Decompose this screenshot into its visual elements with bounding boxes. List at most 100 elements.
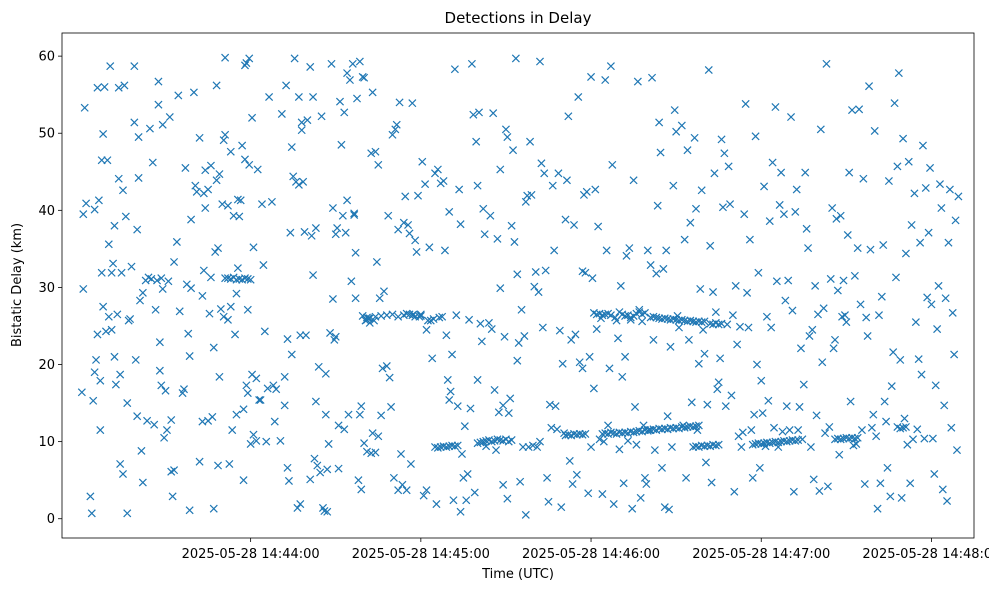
- data-point: [435, 313, 444, 322]
- data-point: [886, 492, 895, 501]
- data-point: [840, 311, 849, 320]
- data-point: [97, 268, 106, 277]
- data-point: [262, 437, 271, 446]
- data-point: [801, 168, 810, 177]
- data-point: [677, 422, 686, 432]
- data-point: [640, 308, 649, 317]
- data-point: [825, 422, 834, 432]
- data-point: [622, 251, 631, 260]
- data-point: [405, 310, 414, 319]
- data-point: [547, 423, 556, 432]
- data-point: [328, 294, 337, 304]
- data-point: [751, 132, 760, 141]
- data-point: [138, 478, 147, 487]
- data-point: [96, 426, 105, 435]
- data-point: [876, 479, 885, 488]
- data-point: [350, 210, 359, 219]
- data-point: [935, 180, 944, 189]
- data-point: [297, 126, 306, 135]
- data-point: [887, 382, 896, 391]
- data-point: [201, 203, 210, 213]
- data-point: [901, 249, 910, 258]
- data-point: [879, 240, 888, 250]
- data-point: [904, 157, 913, 166]
- data-point: [954, 192, 963, 201]
- data-point: [276, 436, 285, 445]
- data-point: [621, 311, 630, 320]
- data-point: [697, 441, 706, 450]
- data-point: [808, 325, 817, 334]
- data-point: [290, 54, 299, 63]
- data-point: [646, 313, 655, 322]
- data-point: [111, 380, 120, 389]
- data-point: [896, 355, 905, 364]
- data-point: [331, 332, 340, 341]
- data-point: [347, 277, 356, 286]
- data-point: [629, 428, 638, 437]
- data-point: [328, 203, 337, 213]
- data-point: [450, 65, 459, 74]
- data-point: [571, 330, 580, 339]
- data-point: [463, 469, 472, 479]
- data-point: [535, 437, 545, 446]
- data-point: [677, 315, 686, 324]
- data-point: [493, 435, 502, 444]
- data-point: [829, 344, 838, 353]
- data-point: [137, 446, 146, 455]
- data-point: [791, 436, 800, 445]
- data-point: [733, 340, 742, 349]
- data-point: [450, 442, 459, 451]
- data-point: [646, 261, 655, 270]
- data-point: [587, 442, 596, 452]
- data-point: [133, 412, 142, 421]
- data-point: [192, 187, 201, 196]
- data-point: [462, 496, 471, 505]
- data-point: [598, 311, 607, 320]
- data-point: [90, 368, 99, 377]
- data-point: [387, 402, 396, 411]
- data-point: [806, 442, 815, 452]
- data-point: [265, 92, 274, 102]
- data-point: [151, 305, 160, 314]
- data-point: [507, 436, 516, 445]
- data-point: [802, 224, 811, 233]
- data-point: [897, 493, 906, 502]
- data-point: [243, 305, 252, 314]
- data-point: [404, 220, 413, 230]
- data-point: [727, 391, 736, 400]
- data-point: [209, 504, 218, 513]
- data-point: [351, 294, 360, 303]
- data-point: [740, 210, 749, 219]
- data-point: [762, 312, 771, 321]
- data-point: [789, 487, 798, 496]
- data-point: [707, 478, 716, 487]
- data-point: [96, 376, 105, 385]
- data-point: [306, 62, 315, 71]
- data-point: [287, 143, 296, 152]
- data-point: [272, 385, 281, 394]
- data-point: [526, 137, 535, 146]
- data-point: [657, 315, 666, 324]
- data-point: [913, 425, 922, 434]
- data-point: [649, 312, 658, 321]
- data-point: [839, 434, 848, 443]
- data-point: [794, 436, 803, 445]
- data-point: [499, 401, 508, 410]
- data-point: [367, 149, 376, 158]
- data-point: [680, 423, 689, 432]
- data-point: [774, 438, 783, 447]
- data-point: [233, 264, 242, 273]
- data-point: [945, 185, 954, 194]
- data-point: [697, 318, 706, 327]
- data-point: [351, 248, 360, 257]
- data-point: [501, 125, 510, 134]
- data-point: [853, 433, 862, 442]
- data-point: [649, 335, 658, 344]
- data-point: [345, 76, 354, 85]
- data-point: [399, 218, 408, 227]
- data-point: [694, 359, 703, 368]
- data-point: [642, 480, 651, 489]
- data-point: [533, 442, 542, 452]
- data-point: [640, 426, 649, 435]
- data-point: [87, 509, 96, 518]
